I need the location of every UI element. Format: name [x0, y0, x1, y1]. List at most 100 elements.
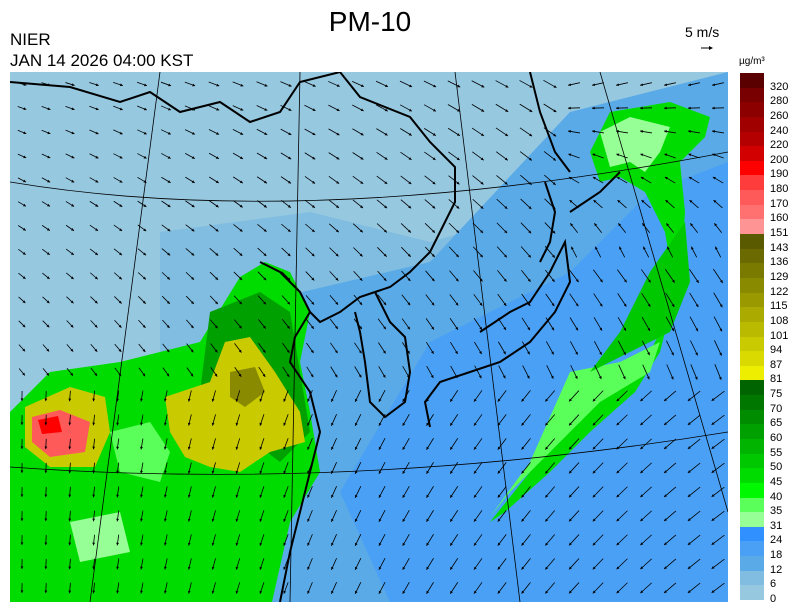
wind-arrow	[375, 80, 389, 88]
wind-arrow	[666, 223, 674, 233]
wind-arrow	[426, 342, 434, 354]
wind-arrow	[187, 438, 192, 450]
wind-arrow	[44, 414, 48, 426]
wind-arrows	[17, 79, 725, 594]
wind-arrow	[687, 558, 701, 570]
wind-arrow	[137, 272, 147, 280]
wind-arrow	[257, 223, 267, 233]
wind-arrow	[330, 342, 338, 354]
wind-arrow	[690, 246, 698, 258]
wind-arrow	[352, 199, 364, 209]
legend-color-block	[740, 438, 764, 455]
wind-arrow	[423, 104, 437, 112]
legend-color-block	[740, 263, 764, 279]
legend-label: 129	[770, 270, 789, 283]
legend-label: 280	[770, 95, 789, 108]
wind-arrow	[280, 81, 292, 87]
wind-arrow	[617, 199, 627, 209]
wind-arrow	[20, 438, 24, 450]
wind-arrow	[711, 106, 725, 110]
wind-arrow	[209, 295, 219, 305]
wind-arrow	[41, 129, 51, 135]
wind-arrow	[663, 414, 677, 426]
wind-arrow	[92, 582, 96, 594]
wind-arrow	[42, 344, 50, 352]
wind-arrow	[44, 558, 48, 570]
wind-arrow	[235, 534, 241, 546]
wind-arrow	[113, 153, 123, 159]
wind-arrow	[592, 558, 604, 570]
wind-arrow	[354, 582, 362, 594]
wind-arrow	[140, 510, 144, 522]
wind-arrow	[377, 294, 387, 306]
wind-arrow	[400, 199, 412, 209]
legend-label: 151	[770, 227, 789, 240]
wind-arrow	[235, 462, 241, 474]
wind-arrow	[92, 510, 96, 522]
wind-arrow	[92, 438, 96, 450]
wind-arrow	[495, 151, 509, 161]
wind-arrow	[688, 130, 700, 134]
wind-arrow	[497, 462, 507, 474]
wind-arrow	[17, 225, 27, 231]
wind-arrow	[687, 486, 701, 498]
wind-arrow	[594, 223, 602, 233]
wind-arrow	[377, 318, 387, 330]
legend-label: 0	[770, 593, 777, 605]
wind-arrow	[17, 82, 27, 86]
wind-arrow	[712, 153, 724, 159]
wind-arrow	[161, 153, 171, 159]
legend-color-block	[740, 292, 764, 308]
wind-arrow	[184, 81, 196, 87]
wind-arrow	[447, 80, 461, 88]
wind-arrow	[543, 79, 557, 89]
wind-arrow	[497, 438, 507, 450]
legend-color-block	[740, 87, 764, 103]
wind-arrow	[186, 343, 194, 353]
wind-arrow	[232, 176, 244, 184]
wind-arrow	[354, 366, 362, 378]
wind-arrow	[402, 510, 410, 522]
wind-arrow	[640, 510, 652, 522]
wind-arrow	[329, 318, 339, 330]
wind-arrow	[68, 558, 72, 570]
legend-label: 65	[770, 417, 783, 430]
wind-arrow	[570, 223, 578, 233]
wind-arrow	[209, 224, 219, 232]
wind-arrow	[616, 582, 628, 594]
wind-arrow	[136, 105, 148, 111]
wind-arrow	[640, 130, 652, 134]
wind-arrow	[259, 390, 265, 402]
wind-arrow	[592, 414, 604, 426]
wind-arrow	[44, 462, 48, 474]
wind-arrow	[113, 129, 123, 135]
wind-arrow	[471, 80, 485, 88]
wind-arrow	[330, 366, 338, 378]
wind-arrow	[568, 153, 580, 159]
legend-color-block	[740, 321, 764, 337]
wind-arrow	[401, 270, 411, 282]
wind-arrow	[521, 317, 531, 331]
wind-arrow	[568, 510, 580, 522]
wind-arrow	[331, 414, 337, 426]
wind-arrow	[471, 104, 485, 112]
legend-label: 200	[770, 153, 789, 166]
wind-arrow	[617, 293, 627, 307]
wind-arrow	[424, 246, 436, 258]
wind-arrow	[449, 414, 459, 426]
wind-arrow	[399, 104, 413, 112]
wind-arrow	[352, 152, 364, 160]
wind-arrow	[641, 269, 651, 283]
wind-arrow	[713, 316, 723, 332]
wind-arrow	[137, 153, 147, 159]
wind-arrow	[259, 558, 265, 570]
wind-arrow	[307, 582, 313, 594]
wind-arrow	[280, 105, 292, 111]
wind-arrow	[211, 486, 216, 498]
wind-arrow	[449, 438, 459, 450]
wind-arrow	[41, 248, 51, 256]
olive-patch	[230, 367, 265, 407]
wind-arrow	[663, 462, 677, 474]
wind-arrow	[568, 176, 580, 184]
wind-arrow	[65, 82, 75, 87]
